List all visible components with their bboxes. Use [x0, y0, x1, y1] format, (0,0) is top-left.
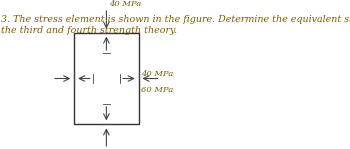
- Text: 3. The stress element is shown in the figure. Determine the equivalent stress ac: 3. The stress element is shown in the fi…: [1, 15, 350, 35]
- Text: 40 MPa: 40 MPa: [141, 70, 173, 78]
- Text: 40 MPa: 40 MPa: [109, 0, 141, 8]
- Bar: [74, 33, 139, 124]
- Text: 60 MPa: 60 MPa: [141, 86, 173, 94]
